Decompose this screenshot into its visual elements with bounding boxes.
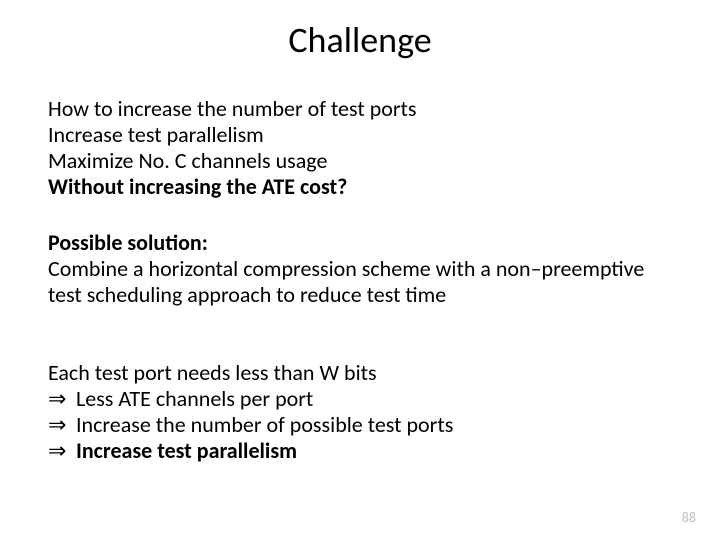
intro-line-4: Without increasing the ATE cost? <box>48 174 672 200</box>
solution-heading: Possible solution: <box>48 230 672 256</box>
intro-line-3: Maximize No. C channels usage <box>48 148 672 174</box>
implication-text-1: Less ATE channels per port <box>76 386 313 412</box>
intro-line-2: Increase test parallelism <box>48 122 672 148</box>
implication-block: Each test port needs less than W bits ⇒ … <box>48 360 672 464</box>
arrow-icon: ⇒ <box>48 412 76 438</box>
implication-text-3: Increase test parallelism <box>76 438 297 464</box>
intro-line-1: How to increase the number of test ports <box>48 96 672 122</box>
intro-block: How to increase the number of test ports… <box>48 96 672 200</box>
page-number: 88 <box>682 509 696 526</box>
implication-line-1: Each test port needs less than W bits <box>48 360 672 386</box>
solution-block: Possible solution: Combine a horizontal … <box>48 230 672 308</box>
solution-body: Combine a horizontal compression scheme … <box>48 256 672 308</box>
implication-item-1: ⇒ Less ATE channels per port <box>48 386 672 412</box>
slide: Challenge How to increase the number of … <box>0 0 720 540</box>
implication-item-3: ⇒ Increase test parallelism <box>48 438 672 464</box>
arrow-icon: ⇒ <box>48 438 76 464</box>
arrow-icon: ⇒ <box>48 386 76 412</box>
slide-title: Challenge <box>0 18 720 62</box>
implication-item-2: ⇒ Increase the number of possible test p… <box>48 412 672 438</box>
implication-text-2: Increase the number of possible test por… <box>76 412 453 438</box>
